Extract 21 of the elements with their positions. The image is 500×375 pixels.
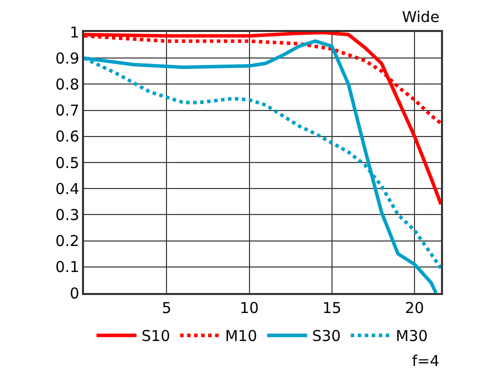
y-tick-label: 0.8 (55, 75, 80, 94)
y-tick-label: 0.1 (55, 258, 80, 276)
y-tick-label: 1 (70, 23, 80, 42)
legend-label: S10 (142, 327, 170, 346)
y-tick-label: 0.5 (55, 154, 80, 172)
text: Wide (402, 8, 440, 26)
x-tick-label: 10 (240, 298, 259, 317)
x-tick-label: 5 (162, 298, 172, 317)
y-tick-label: 0.3 (55, 206, 80, 224)
text: f=4 (412, 352, 440, 370)
y-tick-label: 0.9 (55, 49, 80, 68)
legend-label: M10 (225, 327, 258, 346)
x-tick-label: 15 (322, 298, 342, 317)
y-tick-label: 0.2 (55, 232, 80, 250)
x-tick-label: 20 (405, 298, 424, 317)
legend-label: S30 (312, 327, 341, 346)
legend-label: M30 (396, 327, 428, 346)
y-tick-label: 0.4 (55, 180, 80, 198)
y-tick-label: 0.7 (55, 102, 80, 120)
y-tick-label: 0.6 (55, 128, 80, 146)
y-tick-label: 0 (70, 284, 80, 302)
